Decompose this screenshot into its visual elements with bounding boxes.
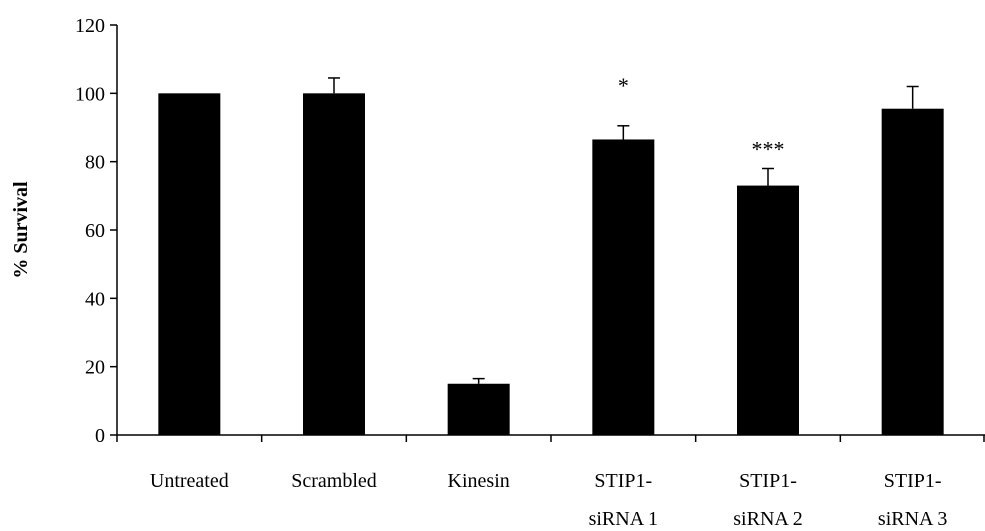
- category-labels: Untreated Scrambled Kinesin STIP1- siRNA 1 ST…: [150, 470, 947, 530]
- category-label: Kinesin: [448, 470, 510, 492]
- category-label: STIP1-: [884, 470, 942, 492]
- y-tick-label: 40: [85, 288, 105, 310]
- significance-label: *: [618, 73, 629, 98]
- category-label: STIP1-: [739, 470, 797, 492]
- bar: [881, 108, 944, 435]
- bar: [447, 383, 510, 435]
- y-tick-label: 120: [75, 15, 105, 37]
- category-label: siRNA 2: [733, 508, 802, 530]
- error-bars: [328, 77, 919, 384]
- y-tick-label: 60: [85, 220, 105, 242]
- bar: [592, 139, 655, 436]
- category-label: Scrambled: [291, 470, 377, 492]
- x-axis: [116, 434, 985, 442]
- bar: [737, 185, 799, 435]
- category-label: siRNA 1: [589, 508, 658, 530]
- category-label: Untreated: [150, 470, 229, 492]
- y-tick-label: 80: [85, 152, 105, 174]
- y-axis-ticks: 0 20 40 60 80 100 120: [75, 15, 118, 447]
- category-label: siRNA 3: [878, 508, 947, 530]
- bar: [303, 93, 365, 435]
- significance-label: ***: [752, 137, 785, 162]
- y-tick-label: 0: [95, 425, 105, 447]
- y-tick-label: 100: [75, 83, 105, 105]
- y-tick-label: 20: [85, 357, 105, 379]
- bars: [158, 93, 944, 436]
- y-axis-title: % Survival: [10, 181, 32, 279]
- category-label: STIP1-: [594, 470, 652, 492]
- significance-annotations: ****: [618, 73, 785, 162]
- bar: [158, 93, 221, 435]
